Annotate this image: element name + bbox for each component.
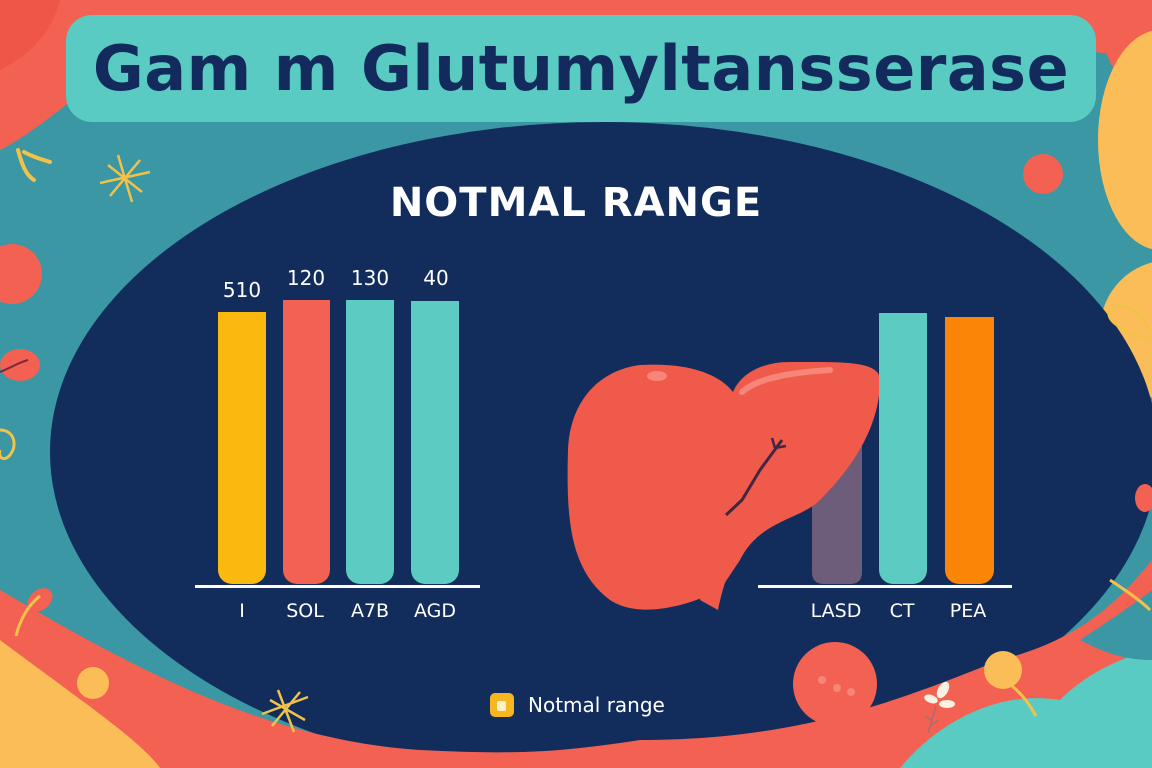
bar-value-label: 130 bbox=[350, 266, 390, 290]
bar-pea[interactable] bbox=[945, 317, 994, 584]
bar-agd[interactable] bbox=[411, 301, 459, 584]
category-label: AGD bbox=[413, 600, 457, 622]
category-label: CT bbox=[889, 600, 915, 622]
x-axis-line-left bbox=[195, 585, 480, 588]
bar-i[interactable] bbox=[218, 312, 266, 584]
legend-label: Notmal range bbox=[528, 693, 665, 717]
title-banner: Gam m Glutumyltansserase bbox=[66, 15, 1096, 122]
chart-subtitle: NOTMAL RANGE bbox=[389, 180, 763, 226]
category-label: A7B bbox=[350, 600, 390, 622]
category-label: I bbox=[239, 600, 245, 622]
bar-sol[interactable] bbox=[283, 300, 330, 584]
chart-legend: Notmal range bbox=[490, 693, 665, 717]
bar-value-label: 40 bbox=[423, 266, 449, 290]
bar-value-label: 510 bbox=[222, 278, 262, 302]
chart-legend-icon bbox=[490, 693, 514, 717]
bar-a7b[interactable] bbox=[346, 300, 394, 584]
category-label: LASD bbox=[810, 600, 862, 622]
page-title: Gam m Glutumyltansserase bbox=[92, 32, 1070, 105]
category-label: PEA bbox=[949, 600, 987, 622]
x-axis-line-right bbox=[758, 585, 1012, 588]
category-label: SOL bbox=[286, 600, 324, 622]
liver-icon bbox=[567, 361, 880, 610]
bar-value-label: 120 bbox=[286, 266, 326, 290]
bar-ct[interactable] bbox=[879, 313, 927, 584]
